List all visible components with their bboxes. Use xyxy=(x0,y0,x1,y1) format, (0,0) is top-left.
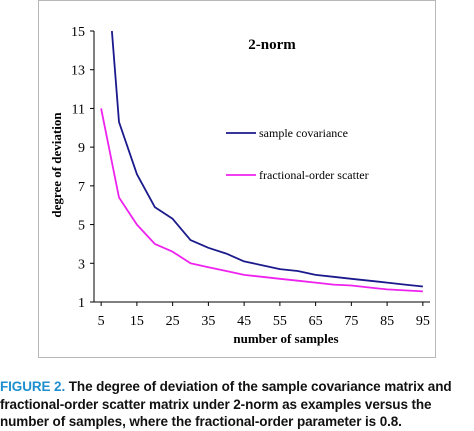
legend-label-sample-covariance: sample covariance xyxy=(259,126,348,140)
x-tick-label: 85 xyxy=(380,314,394,329)
x-tick-label: 75 xyxy=(344,314,358,329)
series-lines xyxy=(100,30,423,293)
x-axis-ticks: 5 15 25 35 45 55 65 75 85 95 xyxy=(98,302,430,329)
y-tick-label: 3 xyxy=(78,257,85,272)
caption-figure-label: FIGURE 2. xyxy=(0,379,66,394)
chart-frame: 5 15 25 35 45 55 65 75 85 95 1 3 5 7 9 11 13 15 2-norm n… xyxy=(38,0,436,358)
y-tick-label: 13 xyxy=(71,64,85,79)
x-tick-label: 15 xyxy=(130,314,144,329)
legend-label-fractional-order-scatter: fractional-order scatter xyxy=(259,168,369,182)
x-tick-label: 65 xyxy=(309,314,323,329)
y-tick-label: 15 xyxy=(71,25,85,40)
y-tick-label: 11 xyxy=(72,102,85,117)
y-tick-label: 1 xyxy=(78,296,85,311)
x-tick-label: 95 xyxy=(416,314,430,329)
chart-title: 2-norm xyxy=(248,37,296,53)
x-tick-label: 5 xyxy=(98,314,105,329)
x-tick-label: 35 xyxy=(201,314,215,329)
legend: sample covariance fractional-order scatt… xyxy=(226,126,369,182)
x-tick-label: 45 xyxy=(237,314,251,329)
x-axis-title: number of samples xyxy=(233,331,338,346)
y-axis-title: degree of deviation xyxy=(49,112,64,218)
series-line-fractional-order-scatter xyxy=(100,108,423,293)
chart-frame-border xyxy=(38,0,436,358)
series-line-sample-covariance xyxy=(111,30,423,288)
caption-text: The degree of deviation of the sample co… xyxy=(0,379,452,429)
y-tick-label: 7 xyxy=(78,180,85,195)
y-tick-label: 9 xyxy=(78,141,85,156)
figure-caption: FIGURE 2. The degree of deviation of the… xyxy=(0,378,474,431)
x-tick-label: 55 xyxy=(273,314,287,329)
axes xyxy=(93,31,430,303)
y-tick-label: 5 xyxy=(78,219,85,234)
x-tick-label: 25 xyxy=(166,314,180,329)
